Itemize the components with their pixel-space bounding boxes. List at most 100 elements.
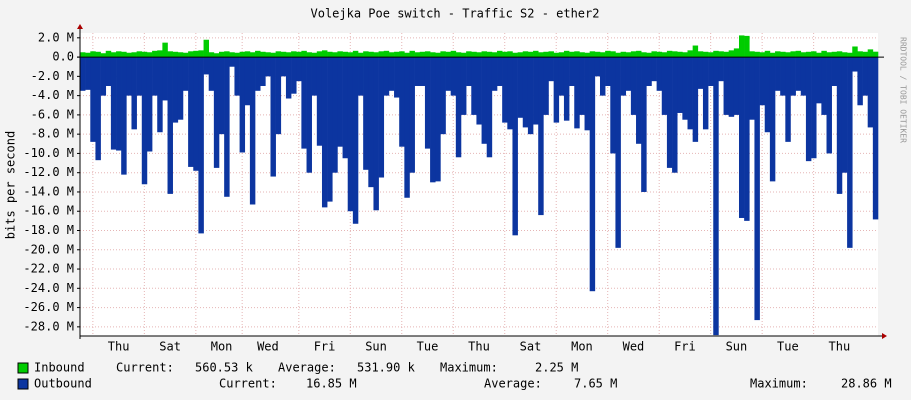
bar xyxy=(131,57,137,130)
y-tick-label: -20.0 M xyxy=(23,242,74,256)
x-tick-label: Tue xyxy=(777,340,799,354)
bar xyxy=(805,57,812,162)
bar xyxy=(682,52,688,58)
bar xyxy=(641,52,647,58)
y-tick-label: -24.0 M xyxy=(23,281,74,295)
bar xyxy=(126,57,132,96)
bar xyxy=(708,57,714,86)
bar xyxy=(291,57,297,94)
bar xyxy=(347,52,354,58)
bar xyxy=(270,52,276,58)
bar xyxy=(327,57,333,202)
bar xyxy=(543,51,549,58)
bar xyxy=(574,57,580,129)
legend-stat-value: 2.25 M xyxy=(535,361,578,375)
bar xyxy=(548,51,554,58)
bar xyxy=(569,57,575,86)
legend-stat-value: 7.65 M xyxy=(574,377,617,391)
bar xyxy=(105,57,112,86)
bar xyxy=(497,57,503,86)
bar xyxy=(363,57,369,170)
bar xyxy=(651,51,657,58)
bar xyxy=(831,51,838,58)
bar xyxy=(831,57,838,86)
bar xyxy=(332,57,338,173)
bar xyxy=(733,48,740,58)
bar xyxy=(800,52,807,58)
bar xyxy=(110,57,117,150)
bar xyxy=(352,57,359,224)
bar xyxy=(589,51,596,58)
bar xyxy=(775,57,781,91)
bar xyxy=(615,57,621,248)
bar xyxy=(821,50,827,58)
bar xyxy=(291,51,297,58)
bar xyxy=(162,57,168,101)
x-tick-label: Fri xyxy=(314,340,336,354)
bar xyxy=(533,50,539,58)
bar xyxy=(569,51,575,58)
x-tick-label: Thu xyxy=(829,340,851,354)
x-tick-label: Sat xyxy=(520,340,542,354)
bar xyxy=(599,57,606,96)
bar xyxy=(316,57,323,146)
bar xyxy=(172,51,179,58)
x-tick-label: Thu xyxy=(108,340,130,354)
bar xyxy=(872,57,879,220)
bar xyxy=(152,57,158,96)
bar xyxy=(867,49,874,58)
bar xyxy=(486,57,493,158)
bar xyxy=(234,57,240,96)
bar xyxy=(172,57,179,123)
bar xyxy=(594,57,601,77)
bar xyxy=(296,57,302,82)
bar xyxy=(558,52,565,58)
bar xyxy=(90,51,96,58)
bar xyxy=(646,57,652,86)
bar xyxy=(543,57,549,115)
y-tick-label: -28.0 M xyxy=(23,319,74,333)
bar xyxy=(260,57,266,86)
bar xyxy=(620,51,627,58)
bar xyxy=(702,51,709,58)
bar xyxy=(775,51,781,58)
bar xyxy=(646,52,652,58)
bar xyxy=(672,51,678,58)
bar xyxy=(471,51,477,58)
bar xyxy=(733,57,740,115)
bar xyxy=(522,51,529,58)
x-tick-label: Mon xyxy=(571,340,593,354)
bar xyxy=(337,57,343,147)
bar xyxy=(538,52,544,58)
bar xyxy=(502,57,508,123)
bar xyxy=(430,52,436,58)
bar xyxy=(666,57,673,168)
bar xyxy=(255,57,261,91)
legend-label: Outbound xyxy=(34,377,92,391)
bar xyxy=(116,57,122,151)
bar xyxy=(738,35,745,58)
y-axis-label: bits per second xyxy=(4,131,18,239)
bar xyxy=(275,51,282,58)
bar xyxy=(244,51,251,58)
bar xyxy=(615,52,621,58)
bar xyxy=(162,42,168,58)
bar xyxy=(141,51,148,58)
bar xyxy=(795,50,802,58)
bar xyxy=(270,57,276,177)
bar xyxy=(105,50,112,58)
bar xyxy=(188,57,194,167)
bar xyxy=(378,51,385,58)
bar xyxy=(213,57,220,168)
bar xyxy=(224,51,230,58)
bar xyxy=(409,50,415,58)
y-tick-label: -6.0 M xyxy=(31,107,74,121)
bar xyxy=(378,57,385,178)
bar xyxy=(430,57,436,183)
bar xyxy=(692,45,699,58)
bar xyxy=(579,57,585,115)
bar xyxy=(522,57,529,128)
y-tick-label: -8.0 M xyxy=(31,127,74,141)
bar xyxy=(780,51,786,58)
